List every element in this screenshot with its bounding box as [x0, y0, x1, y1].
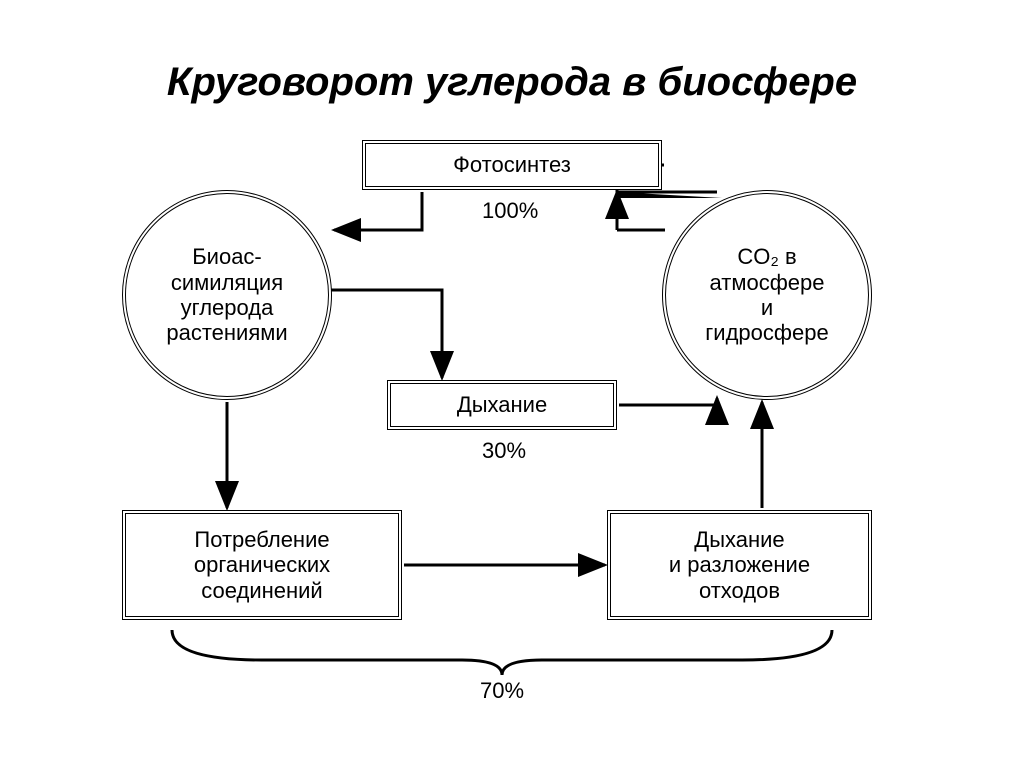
node-label: Потребление органических соединений: [194, 527, 330, 603]
node-label: Дыхание и разложение отходов: [669, 527, 810, 603]
brace-70: [172, 630, 832, 675]
carbon-cycle-diagram: Фотосинтез Биоас- симиляция углерода рас…: [62, 130, 962, 730]
node-decomposition: Дыхание и разложение отходов: [607, 510, 872, 620]
edge-resp-to-co2: [619, 398, 717, 405]
node-co2: CO₂ в атмосфере и гидросфере: [662, 190, 872, 400]
label-70pct: 70%: [480, 678, 524, 704]
edge-photo-to-bio: [334, 192, 422, 230]
label-30pct: 30%: [482, 438, 526, 464]
node-label: Дыхание: [457, 392, 547, 417]
page-title: Круговорот углерода в биосфере: [0, 60, 1024, 105]
node-bioassimilation: Биоас- симиляция углерода растениями: [122, 190, 332, 400]
node-consumption: Потребление органических соединений: [122, 510, 402, 620]
edge-bio-to-resp: [330, 290, 442, 378]
node-respiration: Дыхание: [387, 380, 617, 430]
edge-co2-up: [617, 192, 722, 198]
node-label: Биоас- симиляция углерода растениями: [166, 244, 287, 345]
node-photosynthesis: Фотосинтез: [362, 140, 662, 190]
node-label: Фотосинтез: [453, 152, 571, 177]
node-label: CO₂ в атмосфере и гидросфере: [705, 244, 828, 345]
label-100pct: 100%: [482, 198, 538, 224]
